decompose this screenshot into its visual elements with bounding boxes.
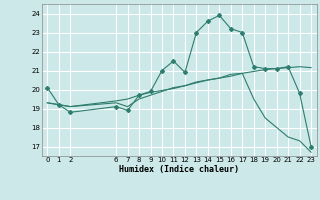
X-axis label: Humidex (Indice chaleur): Humidex (Indice chaleur) bbox=[119, 165, 239, 174]
